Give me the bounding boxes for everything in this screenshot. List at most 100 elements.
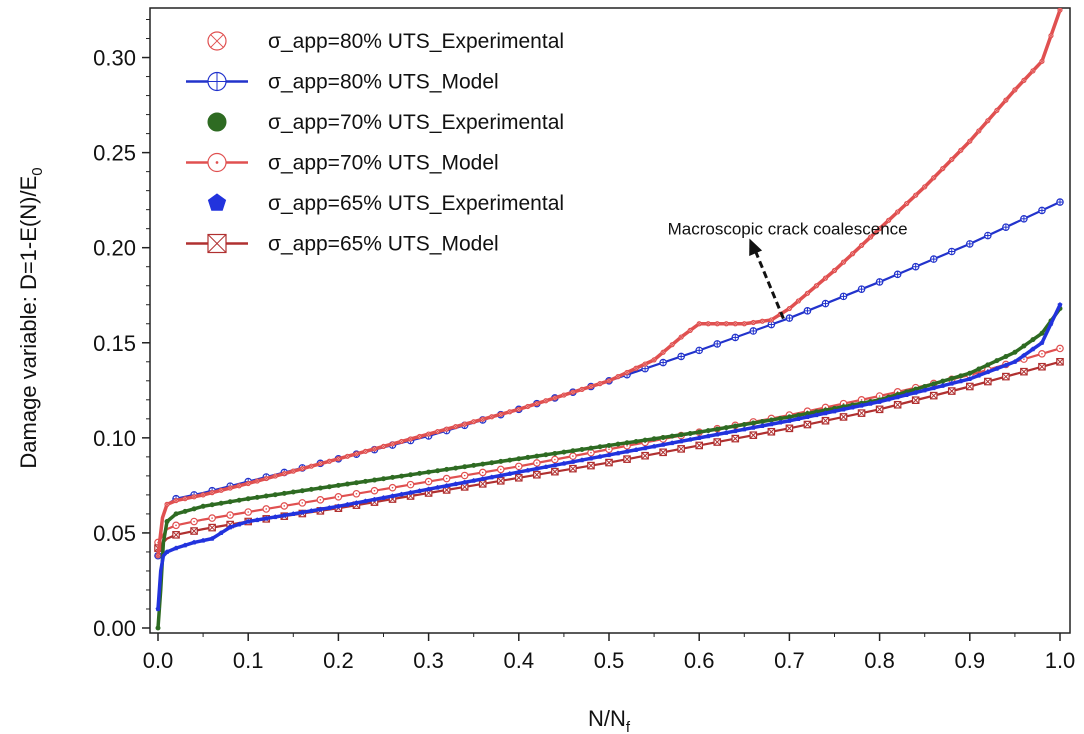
y-tick-label: 0.20: [93, 236, 136, 261]
data-point: [687, 327, 693, 334]
data-point: [570, 448, 576, 454]
data-point: [732, 423, 738, 429]
data-point: [299, 488, 305, 494]
data-point: [388, 483, 397, 492]
data-point: [172, 521, 180, 530]
data-point: [172, 531, 180, 539]
data-point: [723, 430, 729, 435]
data-point: [1030, 68, 1036, 74]
data-point: [984, 377, 992, 386]
legend-marker: [207, 71, 227, 92]
data-point: [1003, 97, 1009, 103]
data-point: [326, 505, 332, 510]
data-point: [958, 373, 964, 379]
data-point: [335, 456, 341, 462]
data-point: [1056, 344, 1064, 353]
data-point: [940, 383, 946, 388]
x-tick-label: 0.3: [413, 648, 444, 673]
data-point: [290, 489, 296, 495]
data-point: [552, 462, 558, 468]
data-point: [904, 200, 910, 207]
data-point: [705, 428, 711, 434]
data-point: [371, 477, 377, 483]
data-point: [182, 542, 188, 548]
data-point: [895, 209, 901, 215]
series-2: [155, 306, 1063, 631]
annotation-arrow-head: [749, 238, 763, 257]
data-point: [191, 494, 197, 500]
x-axis-title: N/Nf: [588, 706, 631, 734]
data-point: [290, 511, 296, 517]
data-point: [280, 502, 289, 510]
data-point: [570, 389, 576, 395]
data-point: [507, 457, 513, 463]
data-point: [244, 508, 253, 516]
data-point: [408, 489, 414, 495]
data-point: [435, 468, 441, 474]
data-point: [381, 495, 386, 500]
annotation-arrow-line: [753, 247, 785, 320]
legend-item: σ_app=65% UTS_Experimental: [207, 192, 564, 215]
data-point: [759, 423, 765, 428]
data-point: [460, 483, 469, 491]
data-point: [424, 477, 433, 486]
data-point: [561, 392, 567, 398]
data-point: [886, 217, 892, 223]
y-axis-title: Damage variable: D=1-E(N)/E0: [16, 167, 46, 468]
data-point: [795, 298, 802, 304]
data-point: [298, 499, 307, 507]
data-point: [714, 431, 720, 437]
data-point: [344, 501, 350, 507]
data-point: [732, 321, 738, 327]
data-point: [597, 444, 603, 450]
data-point: [227, 485, 233, 491]
data-point: [453, 481, 459, 487]
data-point: [498, 458, 504, 464]
data-point: [362, 498, 368, 504]
data-point: [913, 192, 919, 198]
data-point: [444, 483, 450, 488]
data-point: [227, 499, 233, 505]
data-point: [895, 394, 901, 400]
data-point: [407, 436, 414, 442]
data-point: [390, 493, 396, 499]
data-point: [687, 436, 693, 442]
data-point: [507, 409, 513, 415]
data-point: [514, 473, 523, 482]
data-point: [236, 483, 242, 489]
data-point: [947, 247, 956, 256]
data-point: [597, 381, 603, 387]
data-point: [543, 464, 549, 470]
data-point: [587, 461, 595, 470]
data-point: [370, 486, 379, 495]
data-point: [858, 242, 865, 249]
data-point: [254, 517, 260, 523]
data-point: [660, 434, 666, 440]
data-point: [839, 292, 848, 301]
data-point: [633, 447, 639, 452]
data-point: [516, 456, 522, 462]
data-point: [875, 405, 884, 414]
data-point: [821, 299, 830, 308]
data-point: [949, 380, 955, 386]
data-point: [408, 472, 414, 478]
x-tick-label: 1.0: [1045, 648, 1076, 673]
data-point: [471, 419, 477, 425]
data-point: [785, 424, 794, 433]
data-point: [803, 420, 812, 429]
data-point: [218, 500, 224, 506]
data-point: [226, 511, 234, 519]
data-point: [976, 128, 982, 134]
data-point: [533, 459, 541, 467]
data-point: [795, 416, 801, 421]
y-tick-label: 0.10: [93, 426, 136, 451]
data-point: [480, 476, 486, 482]
data-point: [893, 270, 902, 279]
data-point: [840, 259, 847, 265]
x-tick-label: 0.5: [594, 648, 625, 673]
data-point: [713, 438, 722, 446]
data-point: [714, 426, 720, 432]
data-point: [696, 435, 702, 440]
data-point: [967, 370, 973, 376]
data-point: [525, 403, 531, 410]
